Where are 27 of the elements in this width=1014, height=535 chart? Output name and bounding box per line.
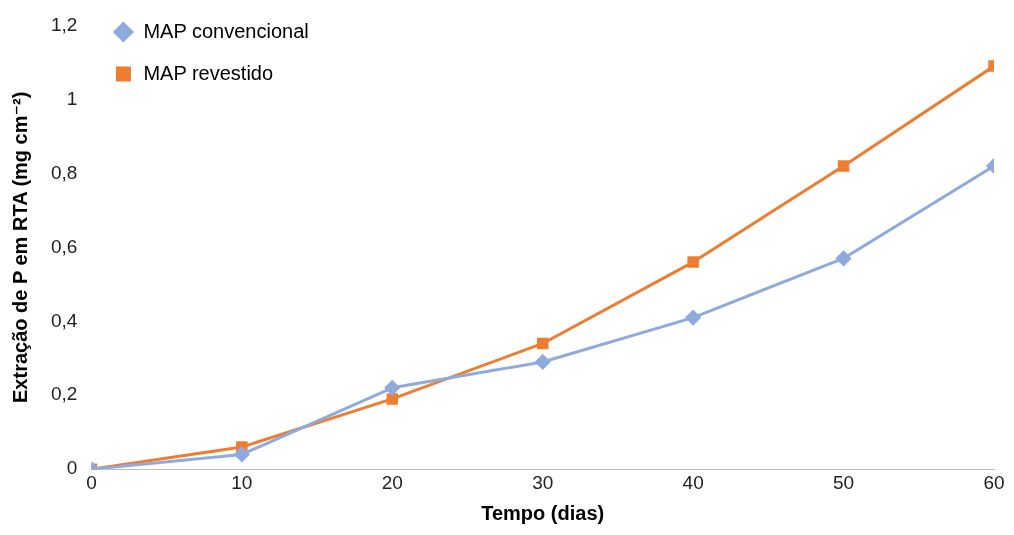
point — [687, 256, 699, 268]
legend-label: MAP revestido — [143, 61, 274, 84]
x-tick-label: 40 — [682, 471, 704, 493]
x-tick-label: 60 — [983, 471, 1005, 493]
y-tick-label: 0,2 — [50, 383, 78, 405]
x-tick-label: 20 — [381, 471, 403, 493]
point — [685, 310, 701, 326]
point — [386, 393, 399, 405]
x-tick-label: 30 — [532, 471, 554, 493]
x-tick-label: 0 — [86, 471, 97, 493]
x-tick-label: 50 — [833, 471, 855, 493]
y-tick-label: 0 — [66, 457, 78, 479]
point — [536, 337, 549, 350]
legend-label: MAP convencional — [143, 19, 309, 42]
point — [384, 380, 400, 396]
x-tick-label: 10 — [231, 471, 253, 493]
y-axis-title: Extração de P em RTA (mg cm⁻²) — [8, 91, 31, 403]
point — [234, 446, 250, 462]
y-tick-label: 1,2 — [50, 13, 78, 35]
x-axis-title: Tempo (dias) — [481, 501, 605, 524]
point — [836, 250, 852, 266]
y-tick-label: 1 — [66, 87, 78, 109]
y-tick-label: 0,8 — [50, 161, 78, 183]
y-tick-label: 0,6 — [50, 235, 78, 257]
point — [837, 160, 850, 172]
y-tick-label: 0,4 — [50, 309, 78, 331]
point — [535, 354, 551, 370]
